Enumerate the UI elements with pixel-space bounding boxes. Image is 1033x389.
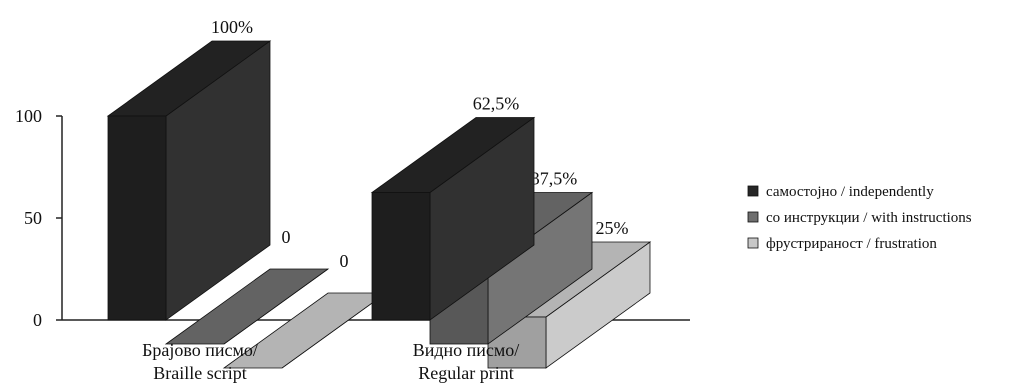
category-label: Regular print — [418, 363, 513, 383]
legend-swatch — [747, 211, 759, 223]
category-label: Брајово писмо/ — [142, 340, 258, 360]
y-tick-label: 50 — [24, 208, 42, 228]
category-label: Braille script — [153, 363, 246, 383]
bar-data-label: 0 — [282, 227, 291, 247]
bar-data-label: 62,5% — [473, 94, 520, 114]
bar-data-label: 25% — [596, 218, 629, 238]
legend-swatch — [747, 185, 759, 197]
bar-front-face — [371, 192, 431, 321]
legend-label: со инструкции / with instructions — [766, 210, 972, 226]
bar-data-label: 37,5% — [531, 169, 578, 189]
legend-label: фрустрираност / frustration — [766, 236, 937, 252]
legend-label: самостојно / independently — [766, 184, 934, 200]
y-tick-label: 0 — [33, 310, 42, 330]
bar-data-label: 0 — [340, 251, 349, 271]
y-tick-label: 100 — [15, 106, 42, 126]
legend-swatch — [747, 237, 759, 249]
bar-front-face — [107, 115, 167, 321]
bar-data-label: 100% — [211, 17, 253, 37]
category-label: Видно писмо/ — [413, 340, 520, 360]
bar-top-face — [164, 268, 330, 345]
